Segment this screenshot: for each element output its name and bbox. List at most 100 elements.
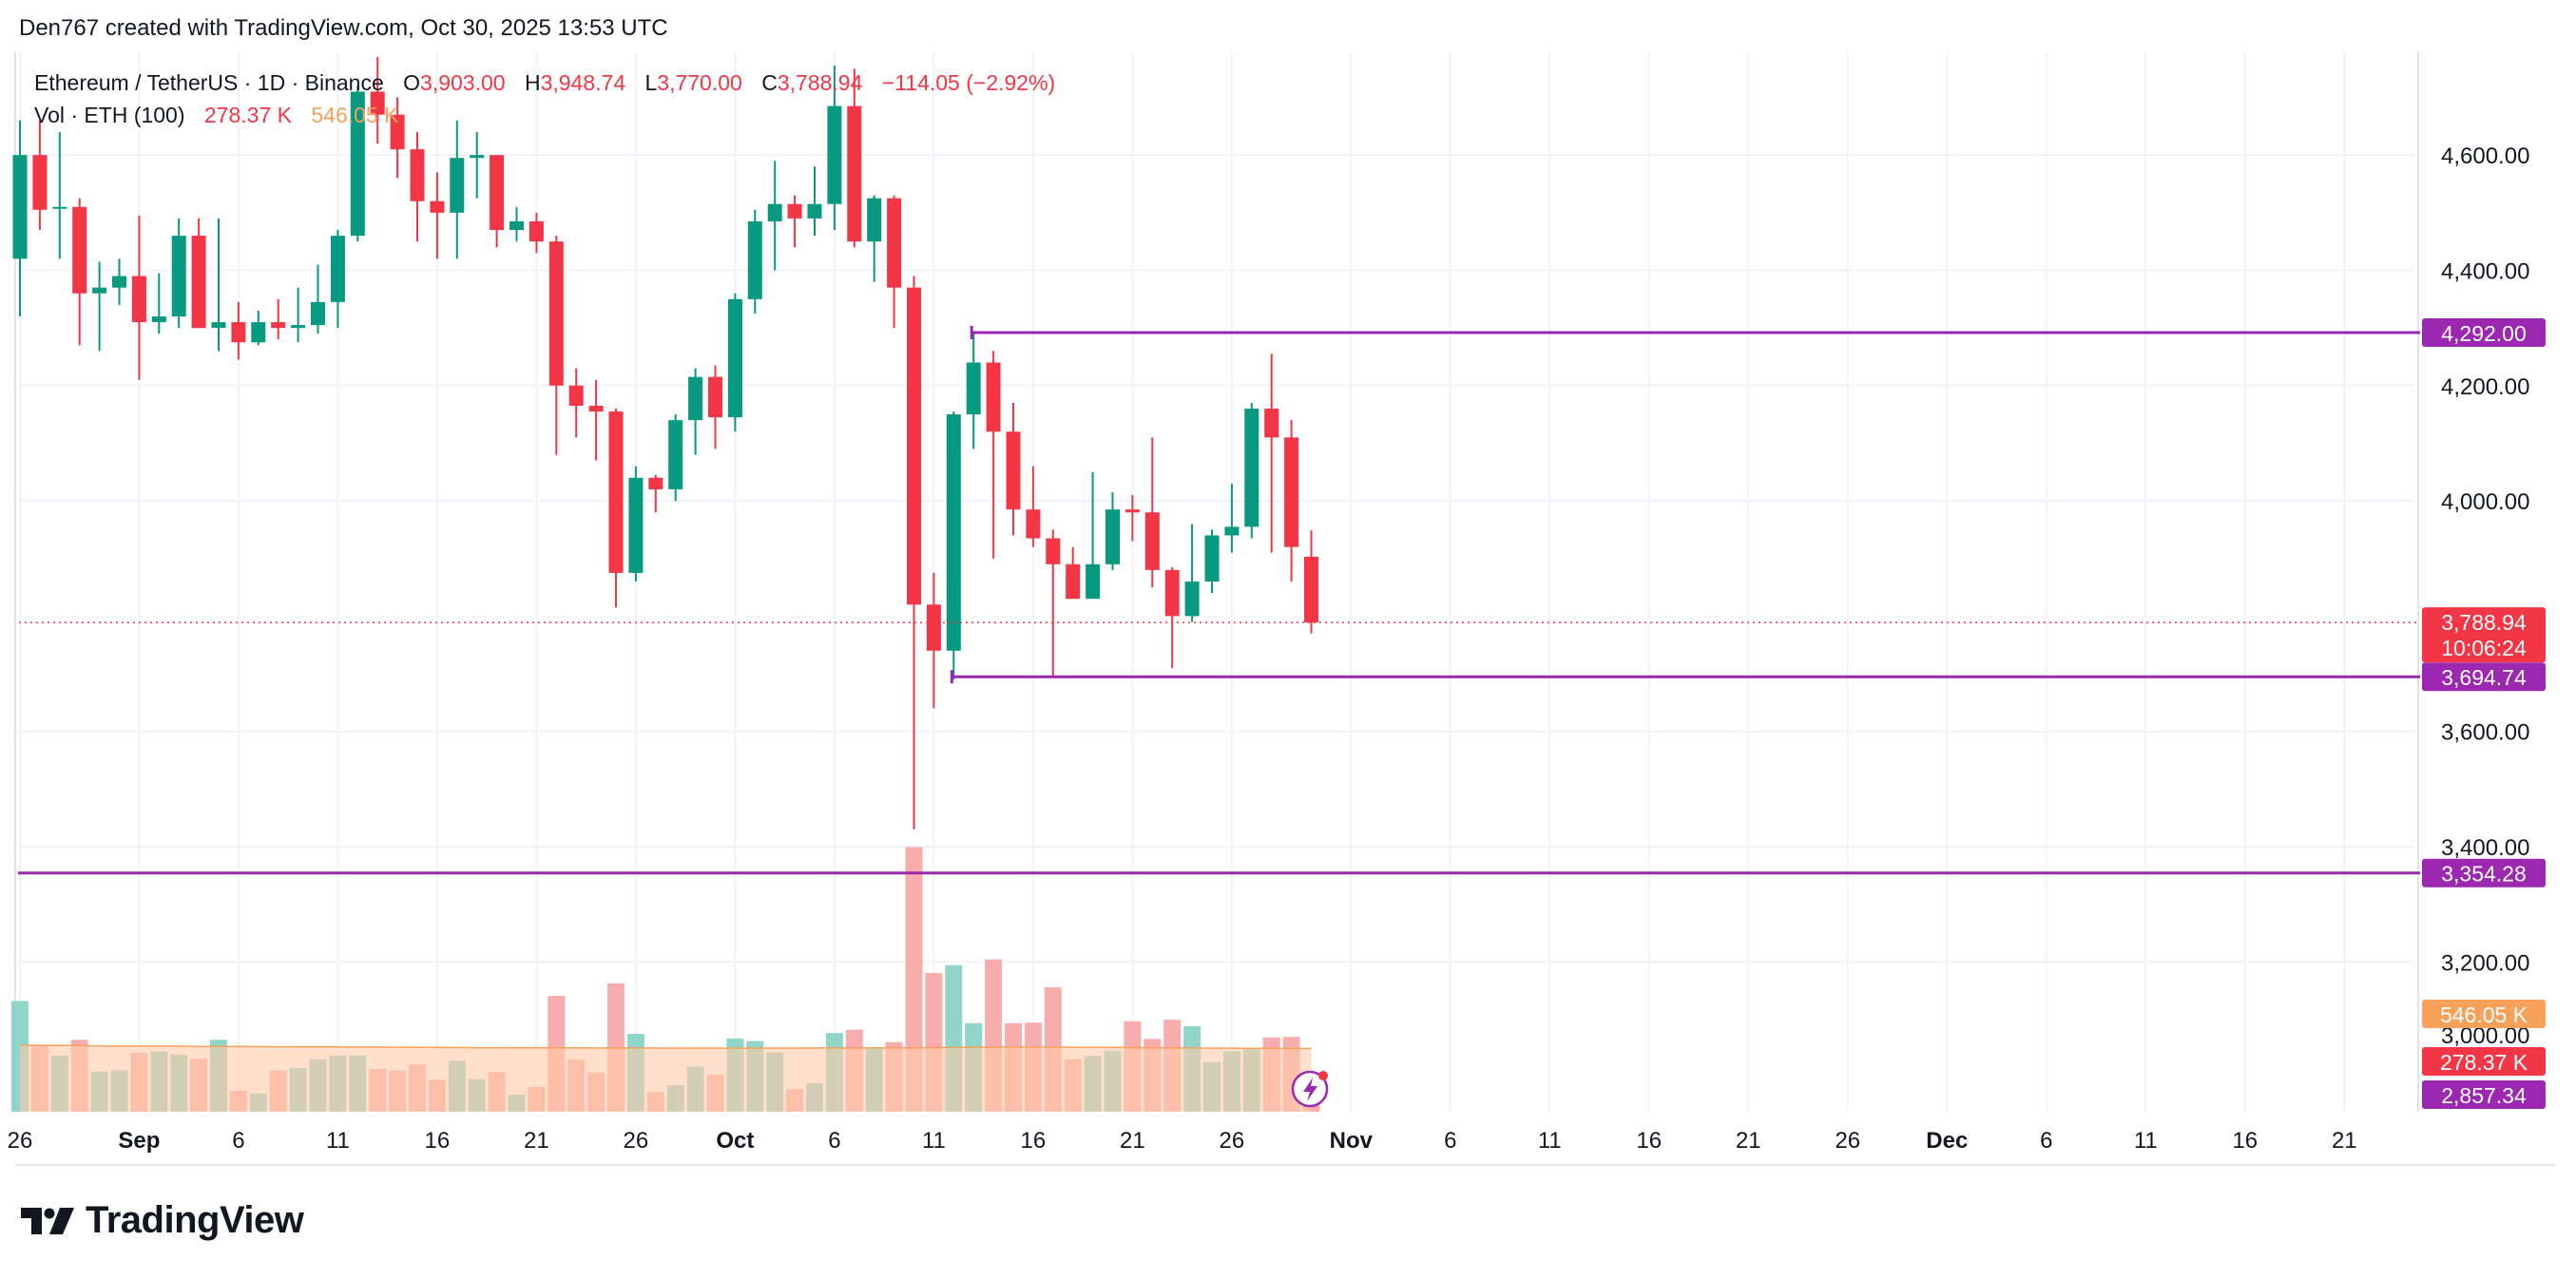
- chart-legend: Ethereum / TetherUS · 1D · Binance O3,90…: [34, 67, 1055, 131]
- time-tick-label: 21: [2332, 1128, 2357, 1154]
- candle: [311, 264, 325, 334]
- time-tick-label: 16: [425, 1128, 451, 1154]
- level-price-badge: 3,694.74: [2422, 662, 2546, 692]
- time-tick-label: 26: [1220, 1128, 1245, 1154]
- time-tick-label: 6: [232, 1128, 244, 1154]
- axis-badge-text: 2,857.34: [2441, 1083, 2527, 1108]
- tradingview-wordmark: TradingView: [86, 1199, 304, 1241]
- candle: [191, 218, 206, 329]
- candle: [926, 572, 941, 709]
- candle: [52, 131, 67, 259]
- level-price-badge: 4,292.00: [2422, 317, 2546, 347]
- candle-body: [1224, 526, 1240, 536]
- candle: [1204, 529, 1220, 594]
- candle: [112, 258, 126, 305]
- candle: [966, 332, 981, 449]
- time-tick-label: 11: [326, 1128, 350, 1154]
- time-tick-label: Oct: [716, 1128, 754, 1154]
- volume-bar: [905, 847, 923, 1112]
- candle: [370, 57, 385, 144]
- candle-body: [251, 322, 266, 343]
- candle: [847, 68, 862, 248]
- candle: [151, 273, 166, 334]
- candle-body: [1026, 509, 1041, 539]
- candle: [330, 230, 345, 329]
- time-tick-label: 16: [1636, 1128, 1662, 1154]
- candle-body: [1264, 409, 1279, 438]
- candle-body: [1204, 535, 1220, 582]
- level-price-badge-text: 3,354.28: [2441, 862, 2527, 887]
- time-tick-label: 6: [828, 1128, 840, 1154]
- candle-body: [470, 155, 485, 159]
- candle: [887, 195, 902, 329]
- candle: [608, 409, 624, 608]
- time-tick-label: 21: [524, 1128, 549, 1154]
- candle: [231, 301, 246, 360]
- price-tick-label: 3,200.00: [2441, 950, 2529, 976]
- candle-body: [370, 91, 385, 115]
- current-price-badge-bg: [2422, 607, 2546, 663]
- tradingview-logo[interactable]: TradingView: [21, 1199, 304, 1242]
- candle-body: [767, 203, 782, 221]
- candle: [72, 198, 87, 346]
- time-tick-label: 21: [1120, 1128, 1145, 1154]
- candle: [271, 298, 286, 340]
- candle: [688, 368, 703, 455]
- candle: [708, 365, 722, 449]
- candle-body: [92, 287, 107, 294]
- candle-body: [787, 203, 802, 219]
- candle-body: [430, 200, 445, 213]
- candle-body: [727, 298, 742, 418]
- axis-badge: 278.37 K: [2422, 1047, 2546, 1076]
- bolt-icon[interactable]: [1291, 1070, 1329, 1108]
- level-price-badge-bg: [2422, 662, 2546, 692]
- candle-body: [1086, 563, 1101, 600]
- axis-badge-bg: [2422, 1047, 2546, 1076]
- chart-credit: Den767 created with TradingView.com, Oct…: [19, 15, 668, 41]
- candle: [767, 161, 782, 271]
- price-chart[interactable]: 3,200.00 3,400.00 3,600.00 4,000.00 4,200.00…: [0, 0, 2576, 1178]
- candle: [787, 195, 802, 248]
- candle: [1304, 530, 1318, 634]
- candle: [529, 212, 544, 254]
- bolt-icon-dot: [1318, 1071, 1328, 1080]
- candle-body: [171, 236, 186, 316]
- candle: [668, 414, 683, 502]
- current-price-badge-text: 10:06:24: [2441, 636, 2527, 660]
- candle-body: [946, 414, 961, 651]
- symbol-label: Ethereum / TetherUS · 1D · Binance: [34, 70, 384, 95]
- current-price-badge-text: 3,788.94: [2441, 610, 2527, 635]
- close-key: C: [761, 70, 778, 95]
- time-tick-label: 6: [2040, 1128, 2052, 1154]
- candle: [1066, 546, 1081, 600]
- candle: [251, 310, 266, 346]
- candle-body: [1244, 409, 1259, 527]
- candle-body: [708, 376, 722, 418]
- candle: [588, 379, 604, 461]
- time-tick-label: 16: [1021, 1128, 1047, 1154]
- candle-body: [688, 376, 703, 421]
- time-tick-label: Nov: [1330, 1128, 1374, 1154]
- candle-body: [926, 604, 941, 651]
- candle-body: [12, 155, 28, 259]
- candle-body: [231, 322, 246, 343]
- candle-body: [668, 420, 683, 489]
- time-tick-label: 21: [1736, 1128, 1761, 1154]
- candle-body: [291, 325, 306, 329]
- candle-body: [847, 105, 862, 242]
- volume-ma-area: [20, 1044, 1312, 1112]
- axis-badge-bg: [2422, 1080, 2546, 1109]
- candle: [509, 206, 524, 242]
- candle-body: [211, 322, 226, 329]
- candle: [1086, 471, 1101, 600]
- candle: [490, 155, 505, 248]
- candle-body: [747, 220, 762, 299]
- candle-body: [509, 220, 524, 231]
- price-tick-label: 4,400.00: [2441, 258, 2529, 284]
- time-tick-label: 11: [2134, 1128, 2158, 1154]
- candle-body: [1144, 512, 1160, 570]
- price-tick-label: 4,600.00: [2441, 143, 2529, 169]
- low-key: L: [644, 70, 658, 95]
